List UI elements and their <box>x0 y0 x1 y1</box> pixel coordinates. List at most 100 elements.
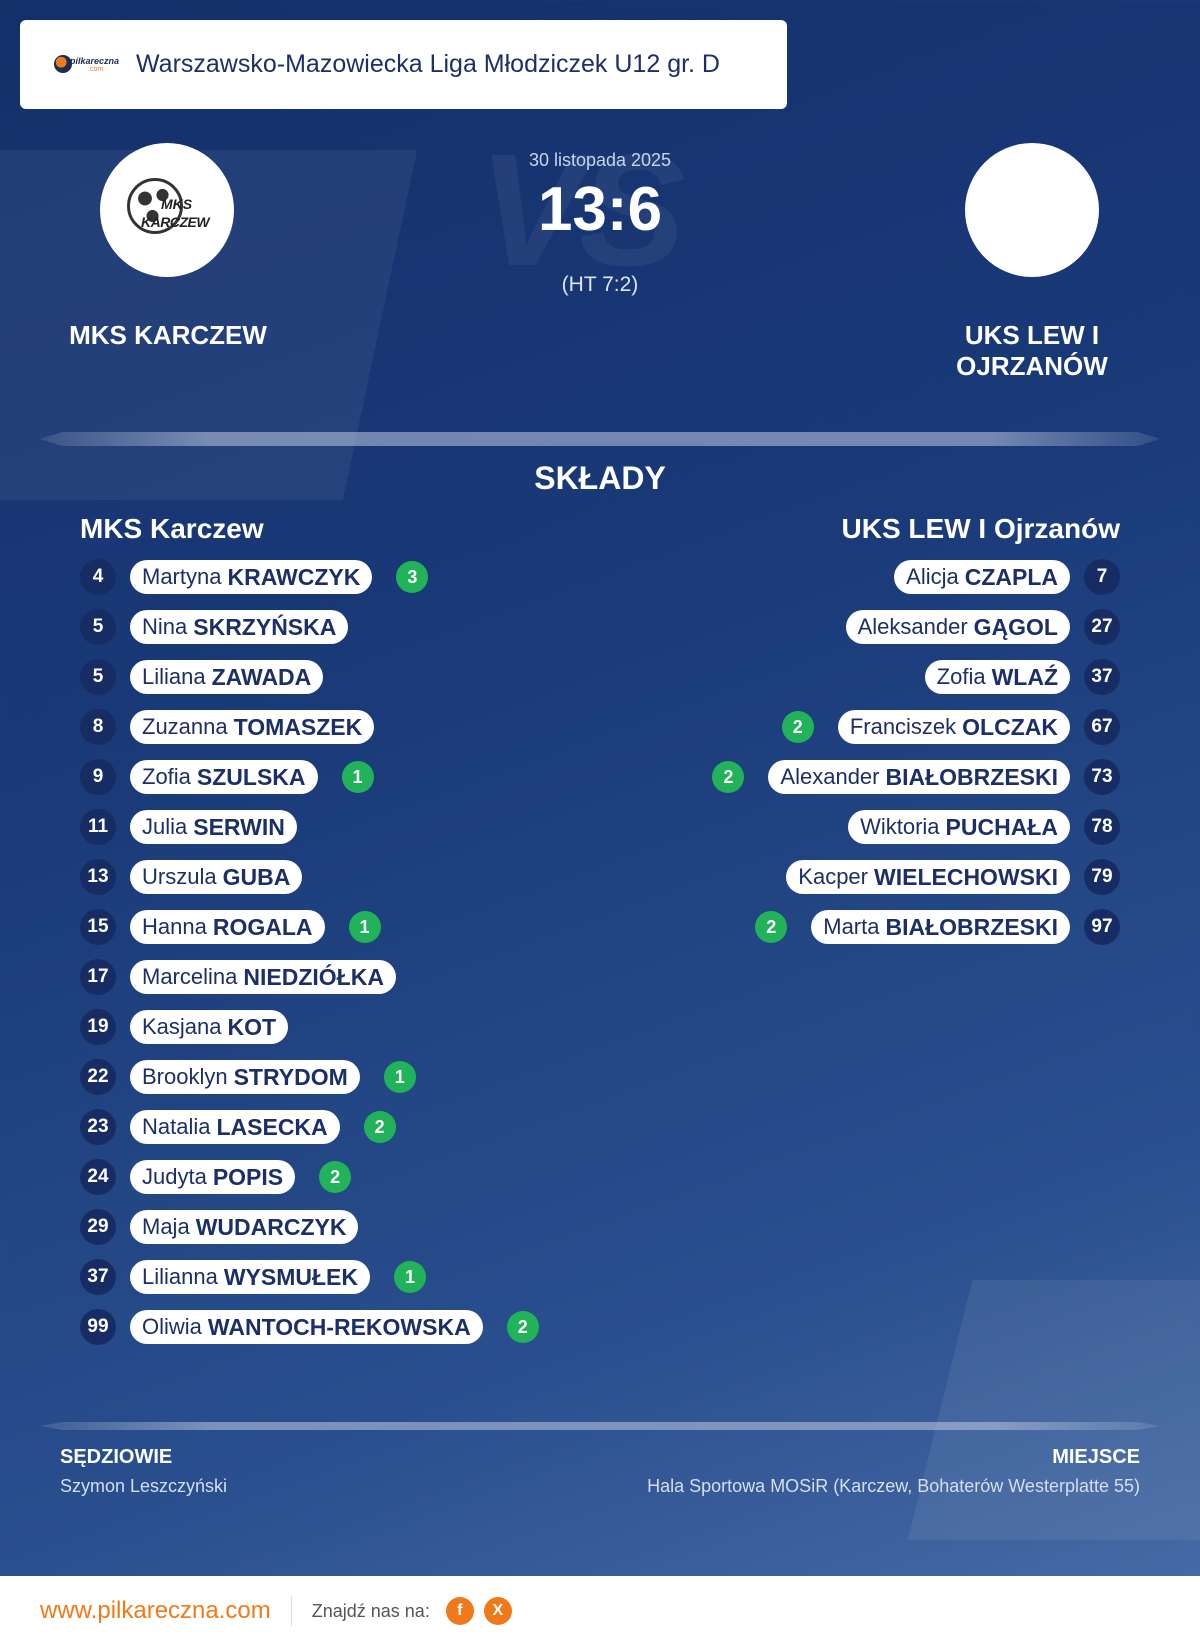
player-last-name: WANTOCH-REKOWSKA <box>207 1313 471 1340</box>
player-name[interactable]: Franciszek OLCZAK <box>837 710 1070 744</box>
goals-badge: 2 <box>363 1111 396 1143</box>
player-row: 99 Oliwia WANTOCH-REKOWSKA 2 <box>80 1309 539 1345</box>
player-first-name: Alexander <box>780 764 880 789</box>
player-number: 79 <box>1084 859 1120 895</box>
player-number: 24 <box>80 1159 116 1195</box>
player-name[interactable]: Alicja CZAPLA <box>894 560 1070 594</box>
player-name[interactable]: Nina SKRZYŃSKA <box>130 610 349 644</box>
player-row: 5 Nina SKRZYŃSKA <box>80 609 349 645</box>
player-row: 67 Franciszek OLCZAK 2 <box>781 709 1120 745</box>
player-name[interactable]: Zofia WLAŹ <box>924 660 1070 694</box>
site-link[interactable]: www.pilkareczna.com <box>40 1597 271 1624</box>
goals-badge: 3 <box>396 561 429 593</box>
player-name[interactable]: Aleksander GĄGOL <box>845 610 1070 644</box>
facebook-icon[interactable]: f <box>445 1597 474 1625</box>
player-name[interactable]: Hanna ROGALA <box>130 910 325 944</box>
player-name[interactable]: Urszula GUBA <box>130 860 303 894</box>
logo-brand: pilkareczna <box>70 55 120 66</box>
player-row: 79 Kacper WIELECHOWSKI <box>786 859 1120 895</box>
player-first-name: Zofia <box>142 764 191 789</box>
player-number: 37 <box>1084 659 1120 695</box>
player-number: 7 <box>1084 559 1120 595</box>
player-name[interactable]: Kacper WIELECHOWSKI <box>786 860 1070 894</box>
player-row: 29 Maja WUDARCZYK <box>80 1209 359 1245</box>
player-row: 27 Aleksander GĄGOL <box>845 609 1120 645</box>
player-first-name: Maja <box>142 1214 190 1239</box>
goals-badge: 2 <box>755 911 788 943</box>
goals-badge: 2 <box>506 1311 539 1343</box>
player-name[interactable]: Marta BIAŁOBRZESKI <box>811 910 1070 944</box>
player-last-name: LASECKA <box>216 1113 328 1140</box>
player-name[interactable]: Kasjana KOT <box>130 1010 289 1044</box>
away-team-logo <box>965 143 1099 277</box>
player-name[interactable]: Wiktoria PUCHAŁA <box>848 810 1070 844</box>
player-number: 23 <box>80 1109 116 1145</box>
player-row: 15 Hanna ROGALA 1 <box>80 909 381 945</box>
player-row: 37 Zofia WLAŹ <box>924 659 1120 695</box>
player-last-name: KRAWCZYK <box>227 563 361 590</box>
site-logo[interactable]: pilkareczna .com <box>54 52 120 78</box>
player-number: 27 <box>1084 609 1120 645</box>
player-number: 15 <box>80 909 116 945</box>
player-last-name: STRYDOM <box>233 1063 348 1090</box>
player-first-name: Judyta <box>142 1164 207 1189</box>
player-name[interactable]: Liliana ZAWADA <box>130 660 324 694</box>
section-divider <box>40 432 1160 446</box>
player-name[interactable]: Lilianna WYSMUŁEK <box>130 1260 371 1294</box>
player-name[interactable]: Julia SERWIN <box>130 810 297 844</box>
crest-text: KARCZEW <box>141 214 210 230</box>
player-last-name: GĄGOL <box>973 613 1058 640</box>
player-first-name: Kacper <box>798 864 868 889</box>
player-first-name: Franciszek <box>849 714 957 739</box>
player-name[interactable]: Oliwia WANTOCH-REKOWSKA <box>130 1310 483 1344</box>
player-row: 22 Brooklyn STRYDOM 1 <box>80 1059 416 1095</box>
player-name[interactable]: Marcelina NIEDZIÓŁKA <box>130 960 396 994</box>
player-name[interactable]: Natalia LASECKA <box>130 1110 340 1144</box>
player-number: 13 <box>80 859 116 895</box>
player-number: 99 <box>80 1309 116 1345</box>
player-first-name: Oliwia <box>142 1314 202 1339</box>
player-name[interactable]: Alexander BIAŁOBRZESKI <box>768 760 1070 794</box>
player-last-name: CZAPLA <box>964 563 1058 590</box>
player-first-name: Martyna <box>142 564 222 589</box>
home-team-name: MKS KARCZEW <box>69 320 267 350</box>
player-last-name: WLAŹ <box>991 663 1058 690</box>
player-first-name: Kasjana <box>142 1014 222 1039</box>
player-number: 22 <box>80 1059 116 1095</box>
venue-label: MIEJSCE <box>1052 1446 1140 1468</box>
match-score: 13:6 <box>537 175 663 244</box>
player-row: 97 Marta BIAŁOBRZESKI 2 <box>755 909 1120 945</box>
league-header: pilkareczna .com Warszawsko-Mazowiecka L… <box>20 20 787 109</box>
away-lineup-title: UKS LEW I Ojrzanów <box>841 513 1120 544</box>
referees-label: SĘDZIOWIE <box>60 1446 173 1468</box>
player-name[interactable]: Judyta POPIS <box>130 1160 296 1194</box>
player-name[interactable]: Martyna KRAWCZYK <box>130 560 373 594</box>
goals-badge: 1 <box>383 1061 416 1093</box>
player-number: 5 <box>80 659 116 695</box>
player-name[interactable]: Zofia SZULSKA <box>130 760 318 794</box>
find-us-label: Znajdź nas na: <box>311 1600 430 1621</box>
league-title: Warszawsko-Mazowiecka Liga Młodziczek U1… <box>136 50 720 78</box>
player-row: 8 Zuzanna TOMASZEK <box>80 709 375 745</box>
x-icon[interactable]: X <box>483 1597 512 1625</box>
player-row: 73 Alexander BIAŁOBRZESKI 2 <box>712 759 1120 795</box>
footer: www.pilkareczna.com Znajdź nas na: f X <box>0 1576 1200 1646</box>
player-last-name: BIAŁOBRZESKI <box>885 763 1059 790</box>
player-last-name: WIELECHOWSKI <box>874 863 1058 890</box>
player-last-name: PUCHAŁA <box>945 813 1058 840</box>
player-last-name: WUDARCZYK <box>195 1213 347 1240</box>
lineups-title: SKŁADY <box>534 460 666 496</box>
venue-value: Hala Sportowa MOSiR (Karczew, Bohaterów … <box>647 1476 1140 1496</box>
player-number: 97 <box>1084 909 1120 945</box>
player-number: 4 <box>80 559 116 595</box>
player-first-name: Urszula <box>142 864 217 889</box>
player-name[interactable]: Zuzanna TOMASZEK <box>130 710 375 744</box>
player-first-name: Natalia <box>142 1114 211 1139</box>
player-name[interactable]: Brooklyn STRYDOM <box>130 1060 360 1094</box>
player-name[interactable]: Maja WUDARCZYK <box>130 1210 359 1244</box>
player-row: 24 Judyta POPIS 2 <box>80 1159 352 1195</box>
player-last-name: SZULSKA <box>196 763 306 790</box>
player-last-name: NIEDZIÓŁKA <box>243 963 384 990</box>
player-last-name: WYSMUŁEK <box>223 1263 359 1290</box>
player-row: 4 Martyna KRAWCZYK 3 <box>80 559 429 595</box>
